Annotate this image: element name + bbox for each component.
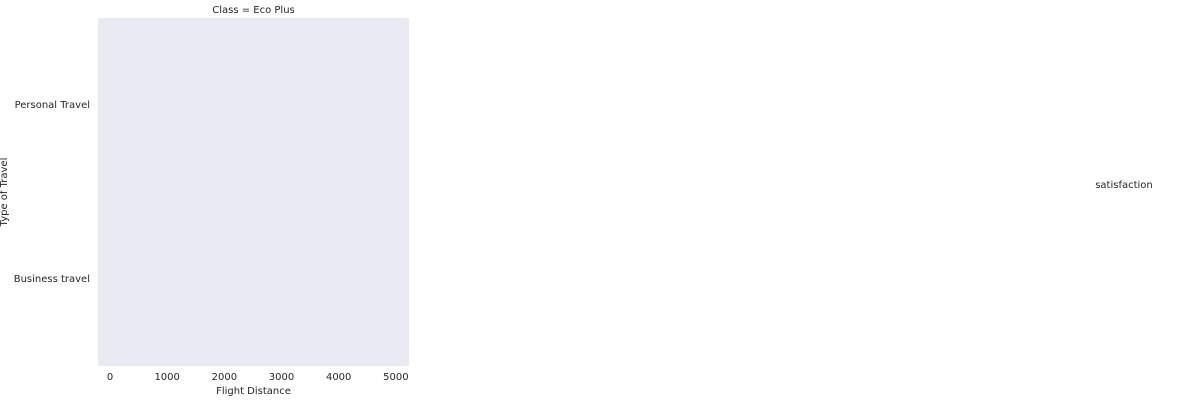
y-tick-label: Business travel [14, 274, 90, 285]
plot-background [98, 18, 409, 366]
y-tick-label: Personal Travel [15, 100, 90, 111]
y-axis-label: Type of Travel [0, 158, 10, 228]
x-axis-label: Flight Distance [216, 386, 291, 397]
legend-title: satisfaction [1095, 180, 1153, 191]
x-tick-label: 5000 [383, 372, 408, 383]
x-tick-label: 3000 [269, 372, 294, 383]
x-tick-label: 1000 [154, 372, 179, 383]
x-tick-label: 0 [107, 372, 113, 383]
facet-title: Class = Eco Plus [212, 5, 295, 16]
x-tick-label: 4000 [326, 372, 351, 383]
x-tick-label: 2000 [212, 372, 237, 383]
